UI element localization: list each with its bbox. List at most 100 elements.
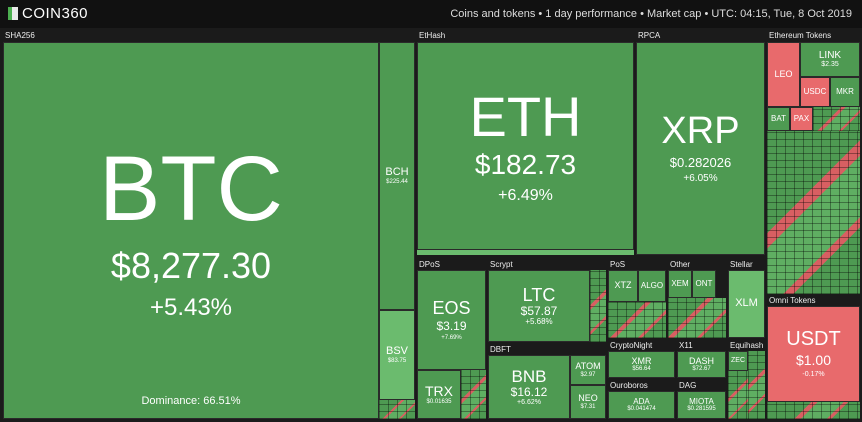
logo-icon	[8, 7, 18, 20]
header-info[interactable]: Coins and tokens • 1 day performance • M…	[450, 8, 852, 20]
dominance: Dominance: 66.51%	[141, 395, 241, 407]
price: $72.67	[692, 366, 711, 373]
price: $0.01635	[426, 398, 452, 405]
coin-tile[interactable]: XTZ	[608, 270, 638, 302]
symbol: TRX	[425, 383, 453, 399]
symbol: ALGO	[640, 280, 664, 290]
symbol: ONT	[695, 278, 713, 288]
group-label: RPCA	[638, 31, 661, 40]
symbol: BTC	[99, 137, 283, 240]
symbol: LTC	[522, 285, 556, 306]
coin-tile[interactable]: ATOM $2.97	[570, 355, 606, 385]
coin-tile[interactable]: XRP $0.282026 +6.05%	[636, 42, 765, 255]
small-tiles	[813, 107, 860, 131]
small-tiles	[379, 400, 415, 419]
small-tiles	[748, 351, 765, 419]
symbol: ATOM	[575, 361, 601, 372]
price: $3.19	[436, 319, 467, 333]
coin-tile[interactable]: ETH $182.73 +6.49%	[417, 42, 634, 250]
price: $225.44	[386, 178, 408, 185]
small-tiles	[590, 270, 606, 342]
symbol: LEO	[774, 68, 793, 79]
group-label: Scrypt	[490, 260, 513, 269]
coin-tile[interactable]: XEM	[668, 270, 692, 298]
symbol: USDT	[786, 328, 841, 351]
symbol: XLM	[735, 297, 758, 310]
symbol: PAX	[793, 113, 810, 123]
group-label: EtHash	[419, 31, 446, 40]
price: $0.282026	[669, 155, 732, 171]
price: $16.12	[510, 384, 548, 399]
change: +5.43%	[149, 294, 233, 322]
coin-tile[interactable]: MKR	[830, 77, 860, 107]
group-label: CryptoNight	[610, 341, 653, 350]
logo[interactable]: COIN360	[22, 5, 89, 22]
symbol: XRP	[661, 110, 740, 153]
coin-tile[interactable]: BCH $225.44	[379, 42, 415, 310]
price: $1.00	[795, 352, 832, 369]
coin-tile[interactable]: XLM	[728, 270, 765, 338]
group-label: Omni Tokens	[769, 296, 816, 305]
group-label: SHA256	[5, 31, 35, 40]
symbol: BAT	[771, 113, 786, 123]
small-tiles	[608, 302, 666, 338]
symbol: BNB	[511, 367, 547, 387]
coin-tile[interactable]: BAT	[767, 107, 790, 131]
coin-tile[interactable]: BSV $83.75	[379, 310, 415, 400]
price: $182.73	[474, 149, 577, 181]
group-label: Stellar	[730, 260, 753, 269]
group-label: PoS	[610, 260, 626, 269]
coin-tile[interactable]: LTC $57.87 +5.68%	[488, 270, 590, 342]
small-tiles	[668, 298, 726, 338]
price: $56.64	[632, 366, 651, 373]
symbol: XMR	[631, 355, 652, 366]
symbol: ADA	[633, 396, 650, 406]
symbol: ZEC	[731, 357, 745, 365]
symbol: XTZ	[614, 280, 632, 291]
symbol: LINK	[818, 49, 842, 61]
coin-tile[interactable]: USDT $1.00 -0.17%	[767, 306, 860, 402]
group-label: Ouroboros	[610, 381, 648, 390]
coin-tile[interactable]: NEO $7.31	[570, 385, 606, 419]
coin-tile[interactable]: LEO	[767, 42, 800, 107]
symbol: XEM	[671, 278, 689, 288]
change: +6.62%	[517, 398, 541, 406]
price: $0.041474	[627, 406, 656, 413]
small-tiles	[461, 370, 486, 419]
price: $7.31	[580, 403, 596, 410]
group-label: DBFT	[490, 345, 511, 354]
price: $8,277.30	[110, 245, 272, 287]
coin-tile[interactable]: ALGO	[638, 270, 666, 302]
small-tiles	[417, 250, 634, 255]
coin-tile[interactable]: PAX	[790, 107, 813, 131]
change: +6.05%	[683, 173, 718, 185]
small-tiles	[728, 371, 748, 419]
price: $2.97	[580, 371, 596, 378]
change: +6.49%	[498, 186, 553, 204]
coin-tile[interactable]: LINK $2.35	[800, 42, 860, 77]
coin-tile[interactable]: DASH $72.67	[677, 351, 726, 378]
symbol: ETH	[469, 84, 582, 148]
coin-tile[interactable]: TRX $0.01635	[417, 370, 461, 419]
change: -0.17%	[802, 371, 825, 379]
symbol: USDC	[803, 86, 827, 96]
coin-tile[interactable]: BTC $8,277.30 +5.43%	[3, 42, 379, 419]
group-label: Equihash	[730, 341, 764, 350]
coin-tile[interactable]: XMR $56.64	[608, 351, 675, 378]
coin-tile[interactable]: BNB $16.12 +6.62%	[488, 355, 570, 419]
symbol: BCH	[385, 166, 409, 179]
symbol: MIOTA	[689, 396, 714, 406]
coin-tile[interactable]: ONT	[692, 270, 716, 298]
symbol: DASH	[688, 355, 714, 366]
coin-tile[interactable]: USDC	[800, 77, 830, 107]
group-label: DPoS	[419, 260, 440, 269]
small-tiles	[767, 402, 860, 419]
coin-tile[interactable]: MIOTA $0.281595	[677, 391, 726, 419]
coin-tile[interactable]: ADA $0.041474	[608, 391, 675, 419]
symbol: MKR	[836, 86, 854, 96]
coin-tile[interactable]: ZEC	[728, 351, 748, 371]
price: $57.87	[520, 303, 558, 318]
coin-tile[interactable]: EOS $3.19 +7.69%	[417, 270, 486, 370]
symbol: BSV	[385, 345, 408, 358]
price: $0.281595	[687, 406, 716, 413]
